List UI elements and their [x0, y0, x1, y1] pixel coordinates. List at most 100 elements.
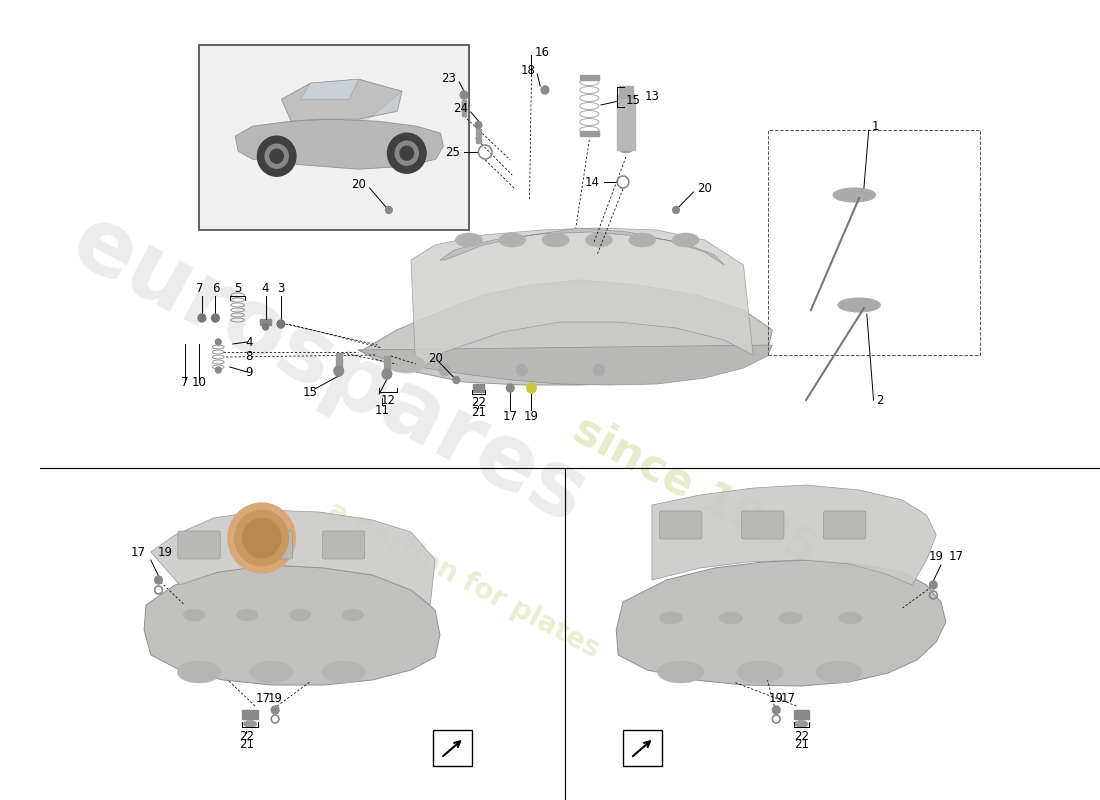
Text: 22: 22 — [239, 730, 254, 742]
Circle shape — [265, 144, 288, 168]
Bar — [619, 86, 632, 98]
Circle shape — [400, 146, 414, 160]
Text: 21: 21 — [239, 738, 254, 751]
Circle shape — [242, 518, 280, 558]
Circle shape — [211, 314, 219, 322]
Bar — [260, 319, 272, 325]
Ellipse shape — [794, 721, 808, 727]
Ellipse shape — [322, 661, 365, 683]
Ellipse shape — [585, 233, 613, 247]
Text: 22: 22 — [794, 730, 808, 742]
Bar — [433, 730, 472, 766]
Circle shape — [930, 581, 937, 589]
Circle shape — [772, 706, 780, 714]
Circle shape — [382, 369, 392, 379]
Ellipse shape — [629, 233, 656, 247]
FancyBboxPatch shape — [322, 531, 365, 559]
Circle shape — [395, 141, 418, 166]
Polygon shape — [282, 79, 402, 122]
Circle shape — [516, 364, 528, 376]
Text: 19: 19 — [267, 691, 283, 705]
Circle shape — [216, 339, 221, 345]
Text: 21: 21 — [794, 738, 808, 751]
Ellipse shape — [779, 612, 802, 624]
Polygon shape — [616, 560, 946, 686]
Ellipse shape — [464, 355, 503, 373]
Bar — [336, 353, 342, 371]
Text: 17: 17 — [256, 691, 271, 705]
Circle shape — [198, 314, 206, 322]
Circle shape — [334, 366, 343, 376]
Text: 22: 22 — [471, 395, 486, 409]
Text: 7: 7 — [196, 282, 204, 294]
Circle shape — [385, 206, 393, 214]
Circle shape — [216, 367, 221, 373]
FancyBboxPatch shape — [250, 531, 293, 559]
Circle shape — [460, 91, 467, 99]
Bar — [580, 74, 598, 79]
Polygon shape — [358, 280, 772, 385]
Text: 13: 13 — [646, 90, 660, 103]
Ellipse shape — [250, 661, 293, 683]
Circle shape — [257, 136, 296, 176]
Text: 4: 4 — [245, 335, 253, 349]
Ellipse shape — [737, 661, 783, 683]
Ellipse shape — [839, 612, 862, 624]
Ellipse shape — [618, 355, 657, 373]
Text: 19: 19 — [928, 550, 944, 563]
Bar — [199, 45, 469, 230]
Polygon shape — [359, 91, 402, 119]
Text: 15: 15 — [626, 94, 641, 106]
Text: 25: 25 — [446, 146, 460, 158]
Text: 23: 23 — [441, 71, 456, 85]
FancyBboxPatch shape — [178, 531, 220, 559]
Ellipse shape — [289, 609, 311, 621]
Text: a portion for plates: a portion for plates — [323, 496, 605, 664]
Text: 10: 10 — [191, 375, 207, 389]
Bar — [476, 129, 481, 143]
Text: 20: 20 — [697, 182, 712, 194]
Circle shape — [475, 122, 482, 129]
Text: 15: 15 — [302, 386, 317, 398]
Circle shape — [272, 706, 279, 714]
Ellipse shape — [672, 233, 700, 247]
Text: 16: 16 — [535, 46, 549, 58]
Ellipse shape — [455, 233, 482, 247]
Text: 24: 24 — [453, 102, 468, 114]
Circle shape — [277, 320, 285, 328]
Ellipse shape — [838, 298, 880, 312]
Circle shape — [263, 324, 268, 330]
Text: 7: 7 — [180, 375, 188, 389]
Text: 3: 3 — [277, 282, 285, 294]
Text: 19: 19 — [769, 691, 783, 705]
Text: 11: 11 — [375, 403, 389, 417]
Polygon shape — [300, 79, 359, 99]
Ellipse shape — [541, 355, 580, 373]
Text: 18: 18 — [520, 63, 536, 77]
Text: 1: 1 — [871, 119, 879, 133]
Ellipse shape — [387, 355, 426, 373]
Text: 12: 12 — [381, 394, 395, 406]
Polygon shape — [151, 510, 436, 605]
Ellipse shape — [816, 661, 862, 683]
Bar — [462, 100, 466, 116]
Text: 17: 17 — [948, 550, 964, 563]
Text: 20: 20 — [428, 351, 442, 365]
Text: 17: 17 — [131, 546, 146, 558]
Ellipse shape — [184, 609, 205, 621]
Text: 21: 21 — [471, 406, 486, 418]
Polygon shape — [440, 228, 724, 265]
Bar — [617, 94, 635, 150]
FancyBboxPatch shape — [824, 511, 866, 539]
Polygon shape — [358, 345, 772, 385]
Ellipse shape — [658, 661, 704, 683]
Text: 6: 6 — [211, 282, 219, 294]
Text: 4: 4 — [262, 282, 270, 294]
Text: 5: 5 — [234, 282, 241, 294]
Bar — [623, 730, 661, 766]
Text: 14: 14 — [585, 175, 600, 189]
Ellipse shape — [342, 609, 364, 621]
Ellipse shape — [719, 612, 742, 624]
Polygon shape — [652, 485, 936, 585]
Text: 17: 17 — [780, 691, 795, 705]
